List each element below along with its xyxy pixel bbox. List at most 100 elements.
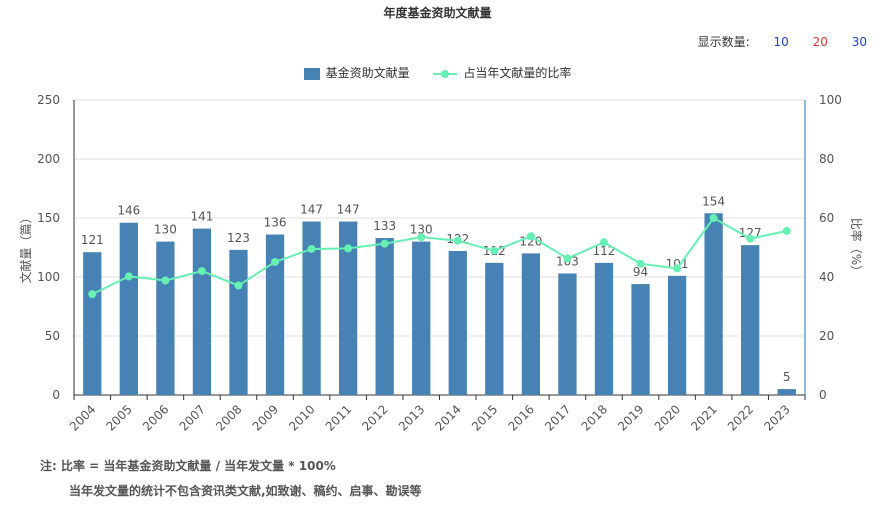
ratio-point-2006 <box>161 276 170 285</box>
bar-value-label-2011: 147 <box>337 203 360 217</box>
ratio-point-2018 <box>599 238 608 247</box>
y2-tick-label: 20 <box>819 329 834 343</box>
bar-value-label-2006: 130 <box>154 223 177 237</box>
y-tick-label: 50 <box>45 329 60 343</box>
bar-2005 <box>119 222 138 395</box>
note-line-1: 注: 比率 = 当年基金资助文献量 / 当年发文量 * 100% <box>40 459 336 473</box>
x-tick-label-2020: 2020 <box>652 402 683 433</box>
legend-item-line[interactable]: 占当年文献量的比率 <box>433 64 571 81</box>
ratio-point-2020 <box>673 264 682 273</box>
x-tick-label-2013: 2013 <box>396 402 427 433</box>
x-tick-label-2004: 2004 <box>67 402 98 433</box>
y2-axis-title: 比率（%） <box>849 218 864 277</box>
chart-plot: 0 50 100 150 200 250 0 20 40 60 80 100 文献量（篇） 比率（%） 12… <box>18 93 864 434</box>
ratio-point-2023 <box>782 226 791 235</box>
ratio-point-2015 <box>490 246 499 255</box>
ratio-point-2010 <box>307 244 316 253</box>
y2-tick-label: 40 <box>819 270 834 284</box>
x-tick-label-2021: 2021 <box>688 402 719 433</box>
bar-value-label-2004: 121 <box>81 233 104 247</box>
x-tick-label-2012: 2012 <box>359 402 390 433</box>
y-tick-label: 200 <box>37 152 60 166</box>
ratio-point-2016 <box>526 232 535 241</box>
ratio-point-2008 <box>234 281 243 290</box>
ratio-point-2012 <box>380 239 389 248</box>
x-tick-label-2009: 2009 <box>250 402 281 433</box>
x-tick-label-2005: 2005 <box>103 402 134 433</box>
bar-value-label-2008: 123 <box>227 231 250 245</box>
bar-2020 <box>667 275 687 395</box>
y2-tick-label: 60 <box>819 211 834 225</box>
y2-tick-label: 80 <box>819 152 834 166</box>
legend-line-label: 占当年文献量的比率 <box>463 66 572 80</box>
chart-title: 年度基金资助文献量 <box>383 6 492 20</box>
x-tick-label-2014: 2014 <box>432 402 463 433</box>
ratio-point-2022 <box>746 234 755 243</box>
bar-value-label-2018: 112 <box>593 244 616 258</box>
bar-2015 <box>485 262 504 395</box>
bar-2018 <box>594 262 614 395</box>
bar-value-label-2009: 136 <box>264 216 287 230</box>
ratio-point-2004 <box>88 290 97 299</box>
x-tick-label-2019: 2019 <box>615 402 646 433</box>
bar-value-label-2005: 146 <box>117 204 140 218</box>
bar-2021 <box>704 213 723 395</box>
bar-value-label-2023: 5 <box>783 370 791 384</box>
bar-value-label-2019: 94 <box>633 265 648 279</box>
ratio-point-2009 <box>271 257 280 266</box>
bar-2013 <box>412 241 431 395</box>
bar-2011 <box>338 221 358 395</box>
ratio-point-2013 <box>417 233 426 242</box>
bar-value-label-2007: 141 <box>190 210 213 224</box>
bar-2008 <box>229 249 248 395</box>
ratio-point-2014 <box>453 236 462 245</box>
legend-bar-label: 基金资助文献量 <box>325 66 410 80</box>
bar-2010 <box>302 221 321 395</box>
x-tick-label-2015: 2015 <box>469 402 500 433</box>
bar-value-label-2010: 147 <box>300 203 323 217</box>
note-line-2: 当年发文量的统计不包含资讯类文献,如致谢、稿约、启事、勘误等 <box>69 484 422 498</box>
x-tick-label-2011: 2011 <box>323 402 354 433</box>
x-tick-label-2008: 2008 <box>213 402 244 433</box>
x-tick-label-2016: 2016 <box>505 402 536 433</box>
display-count-control: 显示数量: 10 20 30 <box>698 33 867 50</box>
x-tick-label-2006: 2006 <box>140 402 171 433</box>
x-tick-label-2010: 2010 <box>286 402 317 433</box>
ratio-point-2005 <box>124 272 133 281</box>
ratio-point-2017 <box>563 254 572 263</box>
x-tick-label-2018: 2018 <box>579 402 610 433</box>
bar-2019 <box>631 284 650 395</box>
y-tick-label: 0 <box>52 388 60 402</box>
x-tick-label-2023: 2023 <box>761 402 792 433</box>
bar-value-label-2021: 154 <box>702 194 725 208</box>
chart-legend: 基金资助文献量 占当年文献量的比率 <box>0 64 875 81</box>
bar-2007 <box>192 228 212 395</box>
x-tick-label-2022: 2022 <box>725 402 756 433</box>
bar-2004 <box>83 252 102 395</box>
x-tick-label-2007: 2007 <box>177 402 208 433</box>
display-count-label: 显示数量: <box>697 35 750 49</box>
display-count-option-10[interactable]: 10 <box>773 35 789 49</box>
bar-2009 <box>265 234 285 395</box>
bar-2017 <box>558 273 577 395</box>
ratio-point-2021 <box>709 214 718 222</box>
display-count-option-20[interactable]: 20 <box>812 35 828 49</box>
y-axis-title: 文献量（篇） <box>18 211 33 283</box>
bar-2016 <box>521 253 541 395</box>
ratio-point-2007 <box>197 267 206 276</box>
y-tick-label: 100 <box>37 270 60 284</box>
legend-line-swatch <box>433 68 458 80</box>
display-count-option-30[interactable]: 30 <box>851 35 867 49</box>
legend-item-bar[interactable]: 基金资助文献量 <box>303 64 410 81</box>
y-tick-label: 250 <box>37 93 60 107</box>
bar-2023 <box>777 389 796 395</box>
y-tick-label: 150 <box>37 211 60 225</box>
y2-tick-label: 100 <box>819 93 842 107</box>
legend-bar-swatch <box>303 67 320 80</box>
ratio-point-2019 <box>636 259 645 268</box>
x-tick-label-2017: 2017 <box>542 402 573 433</box>
y2-tick-label: 0 <box>819 388 827 402</box>
bar-value-label-2013: 130 <box>410 223 433 237</box>
bar-2012 <box>375 238 394 395</box>
ratio-point-2011 <box>344 244 353 253</box>
